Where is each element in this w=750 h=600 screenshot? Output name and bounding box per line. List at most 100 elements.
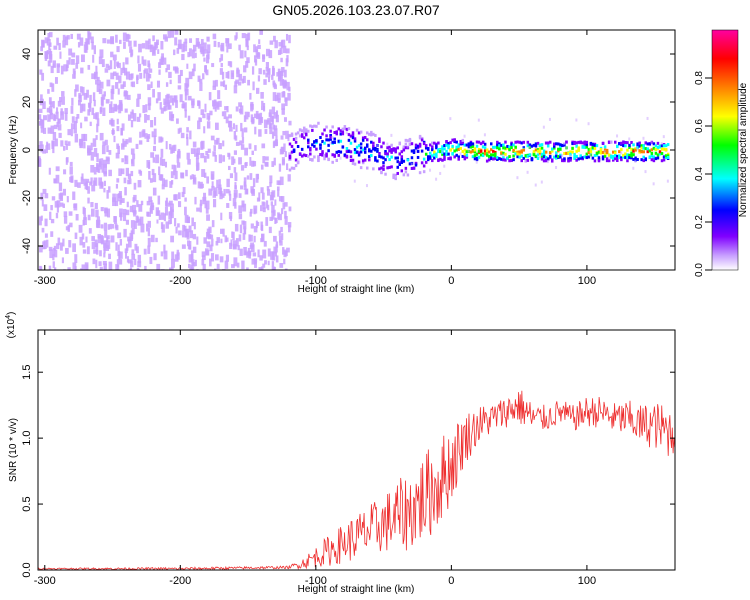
noise-cell xyxy=(75,84,79,92)
noise-cell xyxy=(119,39,122,44)
signal-cell xyxy=(634,148,637,152)
signal-cell xyxy=(441,152,444,156)
faint-cell xyxy=(650,140,653,144)
noise-cell xyxy=(220,228,224,234)
noise-cell xyxy=(261,143,266,149)
noise-cell xyxy=(269,181,272,187)
signal-cell xyxy=(307,138,310,142)
noise-cell xyxy=(244,161,248,167)
x-tick-label: 100 xyxy=(578,275,596,287)
signal-cell xyxy=(374,133,377,137)
faint-cell xyxy=(538,155,541,159)
noise-cell xyxy=(205,69,209,76)
signal-cell xyxy=(601,155,605,159)
signal-cell xyxy=(410,142,414,146)
signal-cell xyxy=(498,147,501,151)
signal-cell xyxy=(457,143,460,147)
noise-cell xyxy=(222,228,225,237)
signal-cell xyxy=(591,142,595,146)
noise-cell xyxy=(147,237,151,247)
noise-cell xyxy=(269,123,273,129)
signal-cell xyxy=(382,164,385,168)
noise-cell xyxy=(91,41,94,50)
signal-cell xyxy=(437,150,440,154)
signal-cell xyxy=(424,160,428,164)
noise-cell xyxy=(157,49,160,54)
signal-cell xyxy=(548,140,552,144)
signal-cell xyxy=(654,147,658,151)
signal-cell xyxy=(536,148,540,152)
noise-cell xyxy=(69,166,73,175)
signal-cell xyxy=(309,148,312,152)
signal-cell xyxy=(404,146,408,150)
noise-cell xyxy=(46,107,50,113)
signal-cell xyxy=(577,148,580,152)
signal-cell xyxy=(429,151,432,155)
signal-cell xyxy=(329,135,332,139)
noise-cell xyxy=(173,169,176,176)
signal-cell xyxy=(317,156,320,160)
signal-cell xyxy=(426,155,430,159)
noise-cell xyxy=(206,231,210,239)
noise-cell xyxy=(284,97,288,107)
signal-cell xyxy=(585,152,589,156)
noise-cell xyxy=(61,257,65,264)
signal-cell xyxy=(302,126,306,130)
noise-cell xyxy=(217,41,220,48)
noise-cell xyxy=(273,246,277,254)
noise-cell xyxy=(98,158,102,168)
noise-cell xyxy=(148,68,153,73)
noise-cell xyxy=(253,235,256,243)
noise-cell xyxy=(268,226,272,234)
faint-cell xyxy=(475,160,478,164)
noise-cell xyxy=(48,32,53,38)
noise-cell xyxy=(207,148,211,153)
noise-cell xyxy=(170,209,174,219)
signal-cell xyxy=(380,155,383,159)
signal-cell xyxy=(392,148,395,152)
noise-cell xyxy=(38,108,43,113)
noise-cell xyxy=(206,241,211,248)
noise-cell xyxy=(115,82,119,89)
noise-cell xyxy=(102,159,107,168)
signal-cell xyxy=(388,145,391,149)
signal-cell xyxy=(496,143,499,147)
signal-cell xyxy=(666,154,670,158)
signal-cell xyxy=(544,141,548,145)
noise-cell xyxy=(253,225,258,233)
noise-cell xyxy=(65,157,68,165)
noise-cell xyxy=(149,178,153,183)
noise-cell xyxy=(52,146,55,154)
signal-cell xyxy=(439,147,442,151)
noise-cell xyxy=(237,81,242,86)
signal-cell xyxy=(607,140,611,144)
signal-cell xyxy=(408,162,412,166)
noise-cell xyxy=(142,59,147,66)
noise-cell xyxy=(287,92,291,101)
signal-cell xyxy=(323,153,326,157)
noise-cell xyxy=(39,141,43,147)
signal-cell xyxy=(339,132,343,136)
signal-cell xyxy=(538,143,542,147)
noise-cell xyxy=(152,173,157,183)
signal-cell xyxy=(459,146,463,150)
signal-cell xyxy=(591,156,595,160)
noise-cell xyxy=(59,192,64,202)
noise-cell xyxy=(277,68,281,74)
signal-cell xyxy=(447,146,450,150)
signal-cell xyxy=(357,144,361,148)
noise-cell xyxy=(146,211,149,217)
noise-cell xyxy=(123,140,127,147)
noise-cell xyxy=(152,187,157,196)
noise-cell xyxy=(265,62,269,69)
noise-cell xyxy=(203,155,207,163)
noise-cell xyxy=(137,180,142,188)
signal-cell xyxy=(345,127,349,131)
noise-cell xyxy=(287,174,291,182)
noise-cell xyxy=(248,251,252,256)
signal-cell xyxy=(465,143,469,147)
faint-cell xyxy=(502,153,505,157)
noise-cell xyxy=(241,260,245,270)
faint-cell xyxy=(353,179,356,183)
noise-cell xyxy=(276,72,279,77)
